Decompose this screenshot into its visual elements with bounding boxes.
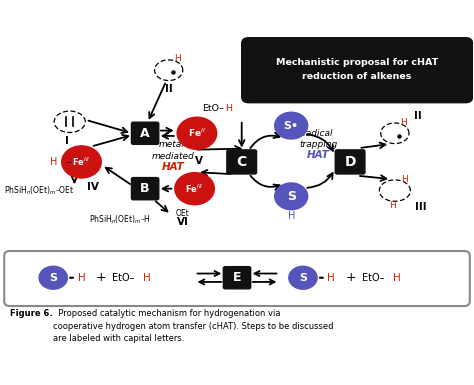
Circle shape (175, 172, 214, 205)
Text: VI: VI (177, 217, 189, 227)
Text: H: H (288, 211, 295, 221)
Text: +: + (96, 271, 107, 284)
Text: H: H (400, 118, 407, 127)
Text: HAT: HAT (162, 162, 185, 171)
Text: B: B (140, 182, 150, 195)
Text: +: + (346, 271, 356, 284)
Text: metal-
mediated: metal- mediated (152, 140, 195, 161)
Text: S: S (49, 273, 57, 283)
Circle shape (39, 266, 67, 289)
Text: II: II (165, 84, 173, 94)
Text: S: S (287, 190, 296, 203)
Text: Figure 6.: Figure 6. (10, 309, 53, 318)
Text: H: H (143, 273, 151, 283)
Text: HAT: HAT (307, 150, 329, 160)
FancyBboxPatch shape (227, 150, 256, 174)
Text: H: H (392, 273, 400, 283)
Text: I: I (65, 136, 69, 146)
Text: EtO–: EtO– (202, 104, 224, 113)
FancyBboxPatch shape (4, 251, 470, 306)
FancyBboxPatch shape (131, 177, 159, 200)
Text: –: – (66, 157, 72, 167)
Text: H: H (174, 54, 181, 63)
Text: Fe$^{III}$: Fe$^{III}$ (72, 156, 91, 168)
Text: H: H (50, 157, 57, 167)
FancyBboxPatch shape (335, 150, 365, 174)
Text: H: H (389, 201, 396, 209)
Text: radical
trapping: radical trapping (299, 129, 337, 149)
Text: C: C (237, 155, 247, 169)
Text: E: E (233, 271, 241, 284)
Text: V: V (195, 156, 203, 166)
Text: D: D (344, 155, 356, 169)
Circle shape (275, 112, 308, 139)
Text: IV: IV (87, 182, 99, 192)
Text: OEt: OEt (176, 209, 190, 218)
Text: PhSiH$_n$(OEt)$_m$–H: PhSiH$_n$(OEt)$_m$–H (89, 214, 150, 226)
Text: H: H (78, 273, 85, 283)
Circle shape (275, 183, 308, 210)
Text: PhSiH$_n$(OEt)$_m$–OEt: PhSiH$_n$(OEt)$_m$–OEt (4, 184, 74, 197)
Text: EtO–: EtO– (362, 273, 384, 283)
Text: II: II (414, 111, 421, 121)
FancyBboxPatch shape (242, 38, 473, 103)
Text: H: H (328, 273, 335, 283)
Circle shape (62, 146, 101, 178)
Text: EtO–: EtO– (112, 273, 135, 283)
Text: III: III (415, 202, 427, 212)
Circle shape (177, 117, 217, 149)
Circle shape (289, 266, 317, 289)
Text: S: S (299, 273, 307, 283)
FancyBboxPatch shape (131, 122, 159, 144)
Text: Proposed catalytic mechanism for hydrogenation via
cooperative hydrogen atom tra: Proposed catalytic mechanism for hydroge… (53, 309, 334, 343)
Text: Mechanistic proposal for cHAT
reduction of alkenes: Mechanistic proposal for cHAT reduction … (276, 58, 438, 80)
Text: Fe$^{II}$: Fe$^{II}$ (188, 127, 206, 139)
Text: S•: S• (283, 121, 299, 131)
Text: H: H (401, 175, 408, 184)
Text: A: A (140, 127, 150, 140)
Text: H: H (225, 104, 232, 113)
Text: Fe$^{III}$: Fe$^{III}$ (185, 182, 204, 195)
FancyBboxPatch shape (223, 267, 251, 289)
